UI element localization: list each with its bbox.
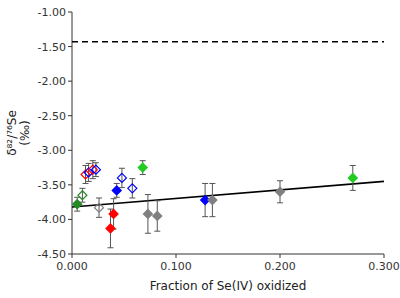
x-axis-label: Fraction of Se(IV) oxidized	[150, 279, 307, 293]
error-bar-cap	[86, 163, 92, 164]
error-bar-stem	[121, 168, 122, 187]
point	[106, 224, 115, 233]
point	[138, 163, 147, 172]
y-axis-line	[72, 12, 73, 254]
reference-line	[72, 41, 384, 43]
y-tick-label: -3.50	[38, 179, 66, 192]
y-axis-label-line: δ⁸²/⁷⁶Se	[5, 110, 19, 156]
y-tick	[68, 12, 72, 13]
error-bar	[119, 168, 125, 187]
point	[73, 200, 82, 209]
point	[208, 196, 217, 205]
x-tick-label: 0.000	[56, 260, 88, 273]
error-bar-cap	[96, 197, 102, 198]
point	[153, 211, 162, 220]
point	[91, 165, 100, 174]
background	[0, 0, 400, 298]
x-tick	[176, 254, 177, 258]
point	[128, 184, 137, 193]
y-tick	[68, 46, 72, 47]
error-bar-cap	[350, 165, 356, 166]
point	[109, 209, 118, 218]
error-bar-cap	[140, 174, 146, 175]
x-tick-label: 0.100	[160, 260, 192, 273]
error-bar-cap	[145, 233, 151, 234]
error-bar	[129, 179, 135, 198]
error-bar-cap	[154, 200, 160, 201]
trend-line	[72, 181, 384, 207]
axes: 0.000 0.100 0.200 0.300 -4.50 -4.00 -3.50 -3.00…	[38, 6, 400, 273]
y-tick-label: -1.00	[38, 6, 66, 19]
x-tick-label: 0.300	[368, 260, 400, 273]
point	[95, 203, 104, 212]
y-tick	[68, 184, 72, 185]
series	[72, 41, 384, 42]
error-bar-cap	[107, 209, 113, 210]
series	[73, 161, 358, 248]
error-bar-cap	[202, 216, 208, 217]
point	[276, 187, 285, 196]
y-tick-label: -3.00	[38, 144, 66, 157]
y-tick	[68, 150, 72, 151]
error-bar-cap	[83, 165, 89, 166]
error-bar	[96, 198, 102, 217]
y-tick-label: -4.50	[38, 248, 66, 261]
error-bar-stem	[99, 198, 100, 217]
error-bar-cap	[93, 176, 99, 177]
error-bar-cap	[83, 183, 89, 184]
x-tick	[384, 254, 385, 258]
x-tick	[280, 254, 281, 258]
error-bar-cap	[209, 183, 215, 184]
error-bar-cap	[111, 198, 117, 199]
error-bar-cap	[119, 187, 125, 188]
error-bar-cap	[140, 160, 146, 161]
point	[348, 173, 357, 182]
y-axis-label: δ⁸²/⁷⁶Se(‰)	[5, 110, 32, 156]
point	[78, 191, 87, 200]
y-axis-label-line: (‰)	[18, 120, 32, 145]
point	[143, 209, 152, 218]
y-tick-label: -4.00	[38, 213, 66, 226]
error-bar-stem	[92, 161, 93, 179]
error-bar-cap	[90, 178, 96, 179]
x-tick-label: 0.200	[264, 260, 296, 273]
series	[78, 161, 137, 218]
series	[72, 181, 384, 207]
error-bar-cap	[79, 188, 85, 189]
error-bar-cap	[114, 197, 120, 198]
error-bar-cap	[114, 183, 120, 184]
y-tick-label: -2.00	[38, 75, 66, 88]
error-bar-cap	[93, 162, 99, 163]
point	[88, 165, 97, 174]
y-tick	[68, 219, 72, 220]
error-bar-cap	[86, 181, 92, 182]
error-bar-cap	[202, 183, 208, 184]
error-bar-cap	[107, 247, 113, 248]
error-bar-cap	[209, 216, 215, 217]
error-bar-stem	[132, 179, 133, 198]
error-bar-cap	[129, 197, 135, 198]
chart: 0.000 0.100 0.200 0.300 -4.50 -4.00 -3.50 -3.00…	[0, 0, 400, 298]
error-bar-cap	[277, 202, 283, 203]
error-bar-cap	[129, 178, 135, 179]
y-tick	[68, 115, 72, 116]
y-tick	[68, 254, 72, 255]
error-bar-cap	[96, 217, 102, 218]
x-tick	[72, 254, 73, 258]
error-bar-cap	[350, 190, 356, 191]
x-axis-line	[72, 254, 384, 255]
y-tick-label: -1.50	[38, 41, 66, 54]
error-bar-cap	[145, 194, 151, 195]
y-tick	[68, 81, 72, 82]
point	[117, 173, 126, 182]
error-bar-cap	[277, 180, 283, 181]
error-bar-cap	[154, 231, 160, 232]
error-bar-cap	[90, 160, 96, 161]
error-bar-cap	[74, 211, 80, 212]
y-tick-label: -2.50	[38, 110, 66, 123]
error-bar-cap	[79, 202, 85, 203]
plot-area	[72, 42, 384, 248]
error-bar-cap	[119, 168, 125, 169]
